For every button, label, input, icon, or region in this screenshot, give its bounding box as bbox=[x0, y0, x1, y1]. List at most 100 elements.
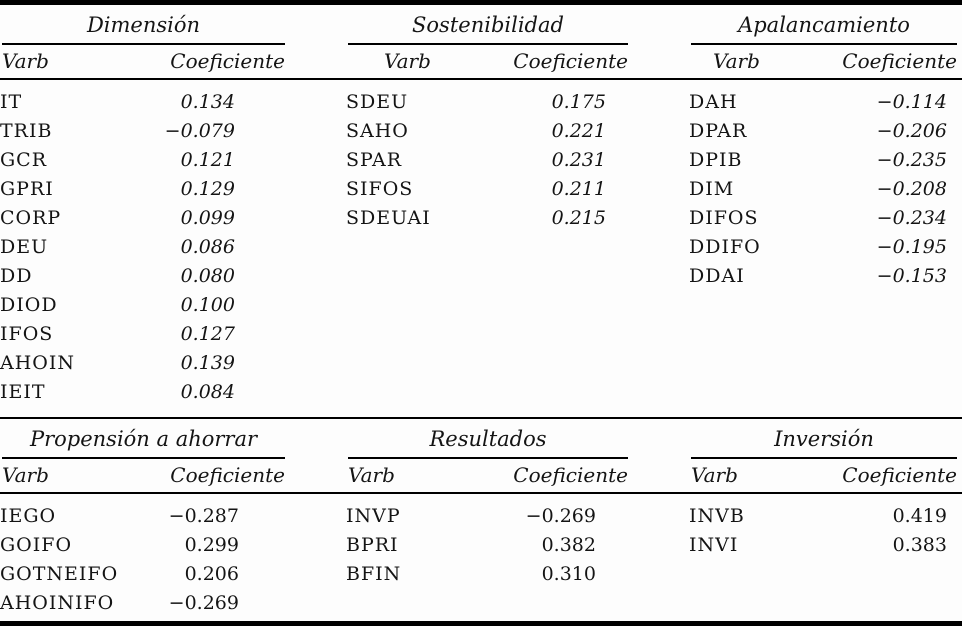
table-row: GPRI 0.129 bbox=[0, 175, 283, 204]
top-header-rule bbox=[0, 78, 962, 80]
variable-name: GCR bbox=[0, 149, 48, 171]
group-title: Resultados bbox=[348, 419, 628, 459]
variable-name: AHOIN bbox=[0, 352, 75, 374]
variable-name: INVB bbox=[689, 505, 745, 527]
variable-name: SDEU bbox=[346, 91, 409, 113]
variable-name: IEGO bbox=[0, 505, 57, 527]
table-row: SDEUAI 0.215 bbox=[346, 204, 626, 233]
coefficient-value: 0.206 bbox=[184, 563, 239, 585]
coefficient-value: −0.195 bbox=[876, 236, 947, 258]
table-row: INVB 0.419 bbox=[689, 502, 955, 531]
column-headers: Varb Coeficiente bbox=[348, 45, 628, 78]
variable-name: BFIN bbox=[346, 563, 402, 585]
variable-name: DDIFO bbox=[689, 236, 761, 258]
table-middle-rule bbox=[0, 417, 962, 419]
table-row: GOIFO 0.299 bbox=[0, 531, 283, 560]
group-header-dimension: Dimensión Varb Coeficiente bbox=[2, 5, 285, 78]
coefficient-value: 0.127 bbox=[180, 323, 235, 345]
coefficient-value: −0.153 bbox=[876, 265, 947, 287]
bottom-header-rule bbox=[0, 492, 962, 494]
top-group-bodies: IT 0.134 TRIB −0.079 GCR 0.121 GPRI 0.129 CORP 0.… bbox=[0, 80, 962, 417]
variable-name: INVP bbox=[346, 505, 401, 527]
table-row: BPRI 0.382 bbox=[346, 531, 626, 560]
variable-name: IEIT bbox=[0, 381, 46, 403]
variable-name: DPAR bbox=[689, 120, 748, 142]
group-header-resultados: Resultados Varb Coeficiente bbox=[348, 419, 628, 492]
table-row: DPAR −0.206 bbox=[689, 117, 955, 146]
coefficient-column-header: Coeficiente bbox=[170, 463, 285, 487]
coefficient-value: 0.134 bbox=[180, 91, 235, 113]
group-body-inversion: INVB 0.419 INVI 0.383 bbox=[689, 502, 955, 618]
group-body-dimension: IT 0.134 TRIB −0.079 GCR 0.121 GPRI 0.129 CORP 0.… bbox=[0, 88, 283, 407]
table-row: GOTNEIFO 0.206 bbox=[0, 560, 283, 589]
table-row: DAH −0.114 bbox=[689, 88, 955, 117]
bottom-group-bodies: IEGO −0.287 GOIFO 0.299 GOTNEIFO 0.206 AHOINIF… bbox=[0, 494, 962, 618]
top-group-headers: Dimensión Varb Coeficiente Sostenibilida… bbox=[0, 5, 962, 78]
coefficient-value: 0.211 bbox=[551, 178, 606, 200]
table-row: AHOINIFO −0.269 bbox=[0, 589, 283, 618]
coefficient-column-header: Coeficiente bbox=[513, 49, 628, 73]
variable-name: DIOD bbox=[0, 294, 58, 316]
variable-name: DIFOS bbox=[689, 207, 759, 229]
coefficient-column-header: Coeficiente bbox=[842, 463, 957, 487]
table-row: DIOD 0.100 bbox=[0, 291, 283, 320]
coefficient-value: 0.086 bbox=[180, 236, 235, 258]
coefficient-value: −0.206 bbox=[876, 120, 947, 142]
coefficient-value: 0.121 bbox=[180, 149, 235, 171]
group-title: Sostenibilidad bbox=[348, 5, 628, 45]
variable-name: SIFOS bbox=[346, 178, 414, 200]
table-row: DD 0.080 bbox=[0, 262, 283, 291]
coefficient-value: −0.269 bbox=[525, 505, 596, 527]
table-row: IEIT 0.084 bbox=[0, 378, 283, 407]
variable-name: BPRI bbox=[346, 534, 399, 556]
variable-name: GPRI bbox=[0, 178, 54, 200]
table-row: CORP 0.099 bbox=[0, 204, 283, 233]
group-header-apalancamiento: Apalancamiento Varb Coeficiente bbox=[691, 5, 957, 78]
table-row: SAHO 0.221 bbox=[346, 117, 626, 146]
table-row: DIM −0.208 bbox=[689, 175, 955, 204]
variable-name: DIM bbox=[689, 178, 735, 200]
coefficient-value: 0.221 bbox=[551, 120, 606, 142]
variable-name: TRIB bbox=[0, 120, 53, 142]
variable-name: GOTNEIFO bbox=[0, 563, 119, 585]
table-bottom-rule bbox=[0, 621, 962, 626]
coefficient-value: 0.383 bbox=[892, 534, 947, 556]
table-row: DEU 0.086 bbox=[0, 233, 283, 262]
coefficient-value: −0.114 bbox=[876, 91, 947, 113]
table-row: DDAI −0.153 bbox=[689, 262, 955, 291]
coefficient-column-header: Coeficiente bbox=[842, 49, 957, 73]
variable-name: IT bbox=[0, 91, 23, 113]
variable-name: SDEUAI bbox=[346, 207, 431, 229]
variable-name: DPIB bbox=[689, 149, 743, 171]
group-body-resultados: INVP −0.269 BPRI 0.382 BFIN 0.310 bbox=[346, 502, 626, 618]
coefficient-column-header: Coeficiente bbox=[513, 463, 628, 487]
group-title: Dimensión bbox=[2, 5, 285, 45]
table-bottom-half: Propensión a ahorrar Varb Coeficiente Re… bbox=[0, 419, 962, 618]
coefficient-value: 0.299 bbox=[184, 534, 239, 556]
coefficient-value: 0.215 bbox=[551, 207, 606, 229]
coefficient-value: 0.139 bbox=[180, 352, 235, 374]
varb-column-header: Varb bbox=[384, 49, 431, 73]
coefficient-value: −0.235 bbox=[876, 149, 947, 171]
varb-column-header: Varb bbox=[2, 49, 49, 73]
table-row: IFOS 0.127 bbox=[0, 320, 283, 349]
variable-name: DEU bbox=[0, 236, 49, 258]
group-body-propension: IEGO −0.287 GOIFO 0.299 GOTNEIFO 0.206 AHOINIF… bbox=[0, 502, 283, 618]
variable-name: SPAR bbox=[346, 149, 403, 171]
coefficient-value: 0.382 bbox=[541, 534, 596, 556]
table-row: BFIN 0.310 bbox=[346, 560, 626, 589]
column-headers: Varb Coeficiente bbox=[691, 459, 957, 492]
coefficient-value: 0.231 bbox=[551, 149, 606, 171]
group-header-propension: Propensión a ahorrar Varb Coeficiente bbox=[2, 419, 285, 492]
table-row: SIFOS 0.211 bbox=[346, 175, 626, 204]
coefficient-value: −0.287 bbox=[168, 505, 239, 527]
varb-column-header: Varb bbox=[713, 49, 760, 73]
table-row: SPAR 0.231 bbox=[346, 146, 626, 175]
coefficient-value: −0.208 bbox=[876, 178, 947, 200]
varb-column-header: Varb bbox=[348, 463, 395, 487]
table-row: TRIB −0.079 bbox=[0, 117, 283, 146]
group-header-inversion: Inversión Varb Coeficiente bbox=[691, 419, 957, 492]
table-row: INVI 0.383 bbox=[689, 531, 955, 560]
table-top-rule bbox=[0, 0, 962, 5]
table-row: GCR 0.121 bbox=[0, 146, 283, 175]
